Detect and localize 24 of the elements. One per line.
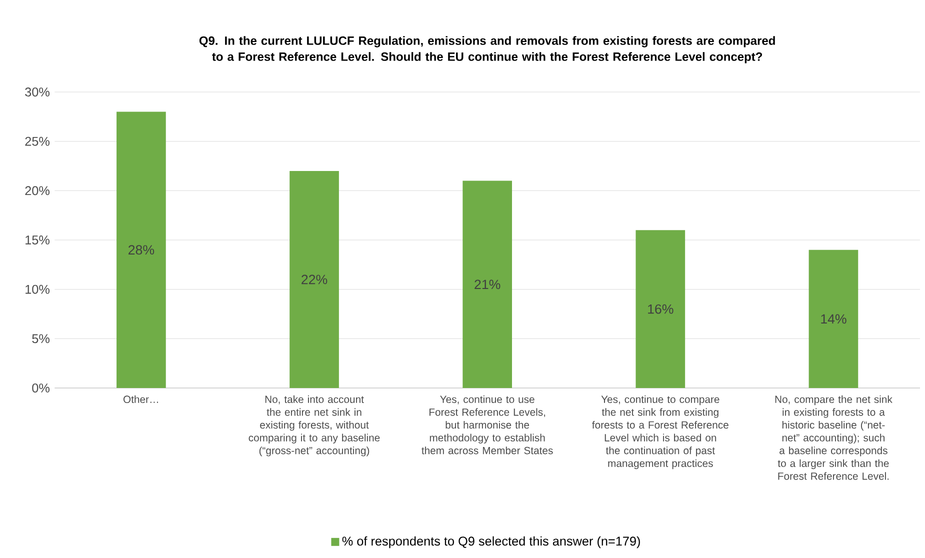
bar: [116, 112, 166, 388]
data-label: 28%: [128, 245, 154, 255]
y-tick-label: 10%: [26, 284, 50, 294]
data-label: 22%: [302, 274, 328, 284]
legend-label: % of respondents to Q9 selected this answer (n=179): [342, 536, 640, 548]
bar: [290, 170, 339, 388]
y-tick-label: 15%: [26, 236, 50, 244]
x-tick-label: Other…: [124, 395, 158, 404]
data-label: 16%: [648, 304, 674, 314]
y-tick-label: 0%: [32, 384, 50, 392]
x-tick-label: No, take into account the entire net sink in existing forests, without comparing it to any baseline (“gross-net” accounting): [248, 395, 380, 456]
y-tick-label: 5%: [32, 334, 50, 344]
bar: [808, 250, 858, 388]
data-label: 21%: [474, 280, 500, 290]
bar: [636, 230, 686, 388]
data-label: 14%: [821, 314, 846, 324]
x-tick-label: No, compare the net sink in existing forests to a historic baseline (“net-net” accounting); such a baseline corresponds to a larger sink than the Forest Reference Level.: [775, 395, 892, 480]
x-tick-label: Yes, continue to compare the net sink from existing forests to a Forest Reference Level which is based on the continuation of past management practices: [592, 395, 728, 470]
chart-title: Q9. In the current LULUCF Regulation, emissions and removals from existing forests are compared to a Forest Reference Level. Should the EU continue with the Forest Reference Level concept?: [199, 36, 775, 64]
x-tick-label: Yes, continue to use Forest Reference Levels, but harmonise the methodology to establish them across Member States: [422, 395, 553, 454]
y-tick-label: 20%: [25, 186, 50, 196]
bar: [462, 180, 512, 388]
y-tick-label: 25%: [25, 136, 50, 146]
y-tick-label: 30%: [25, 88, 50, 96]
